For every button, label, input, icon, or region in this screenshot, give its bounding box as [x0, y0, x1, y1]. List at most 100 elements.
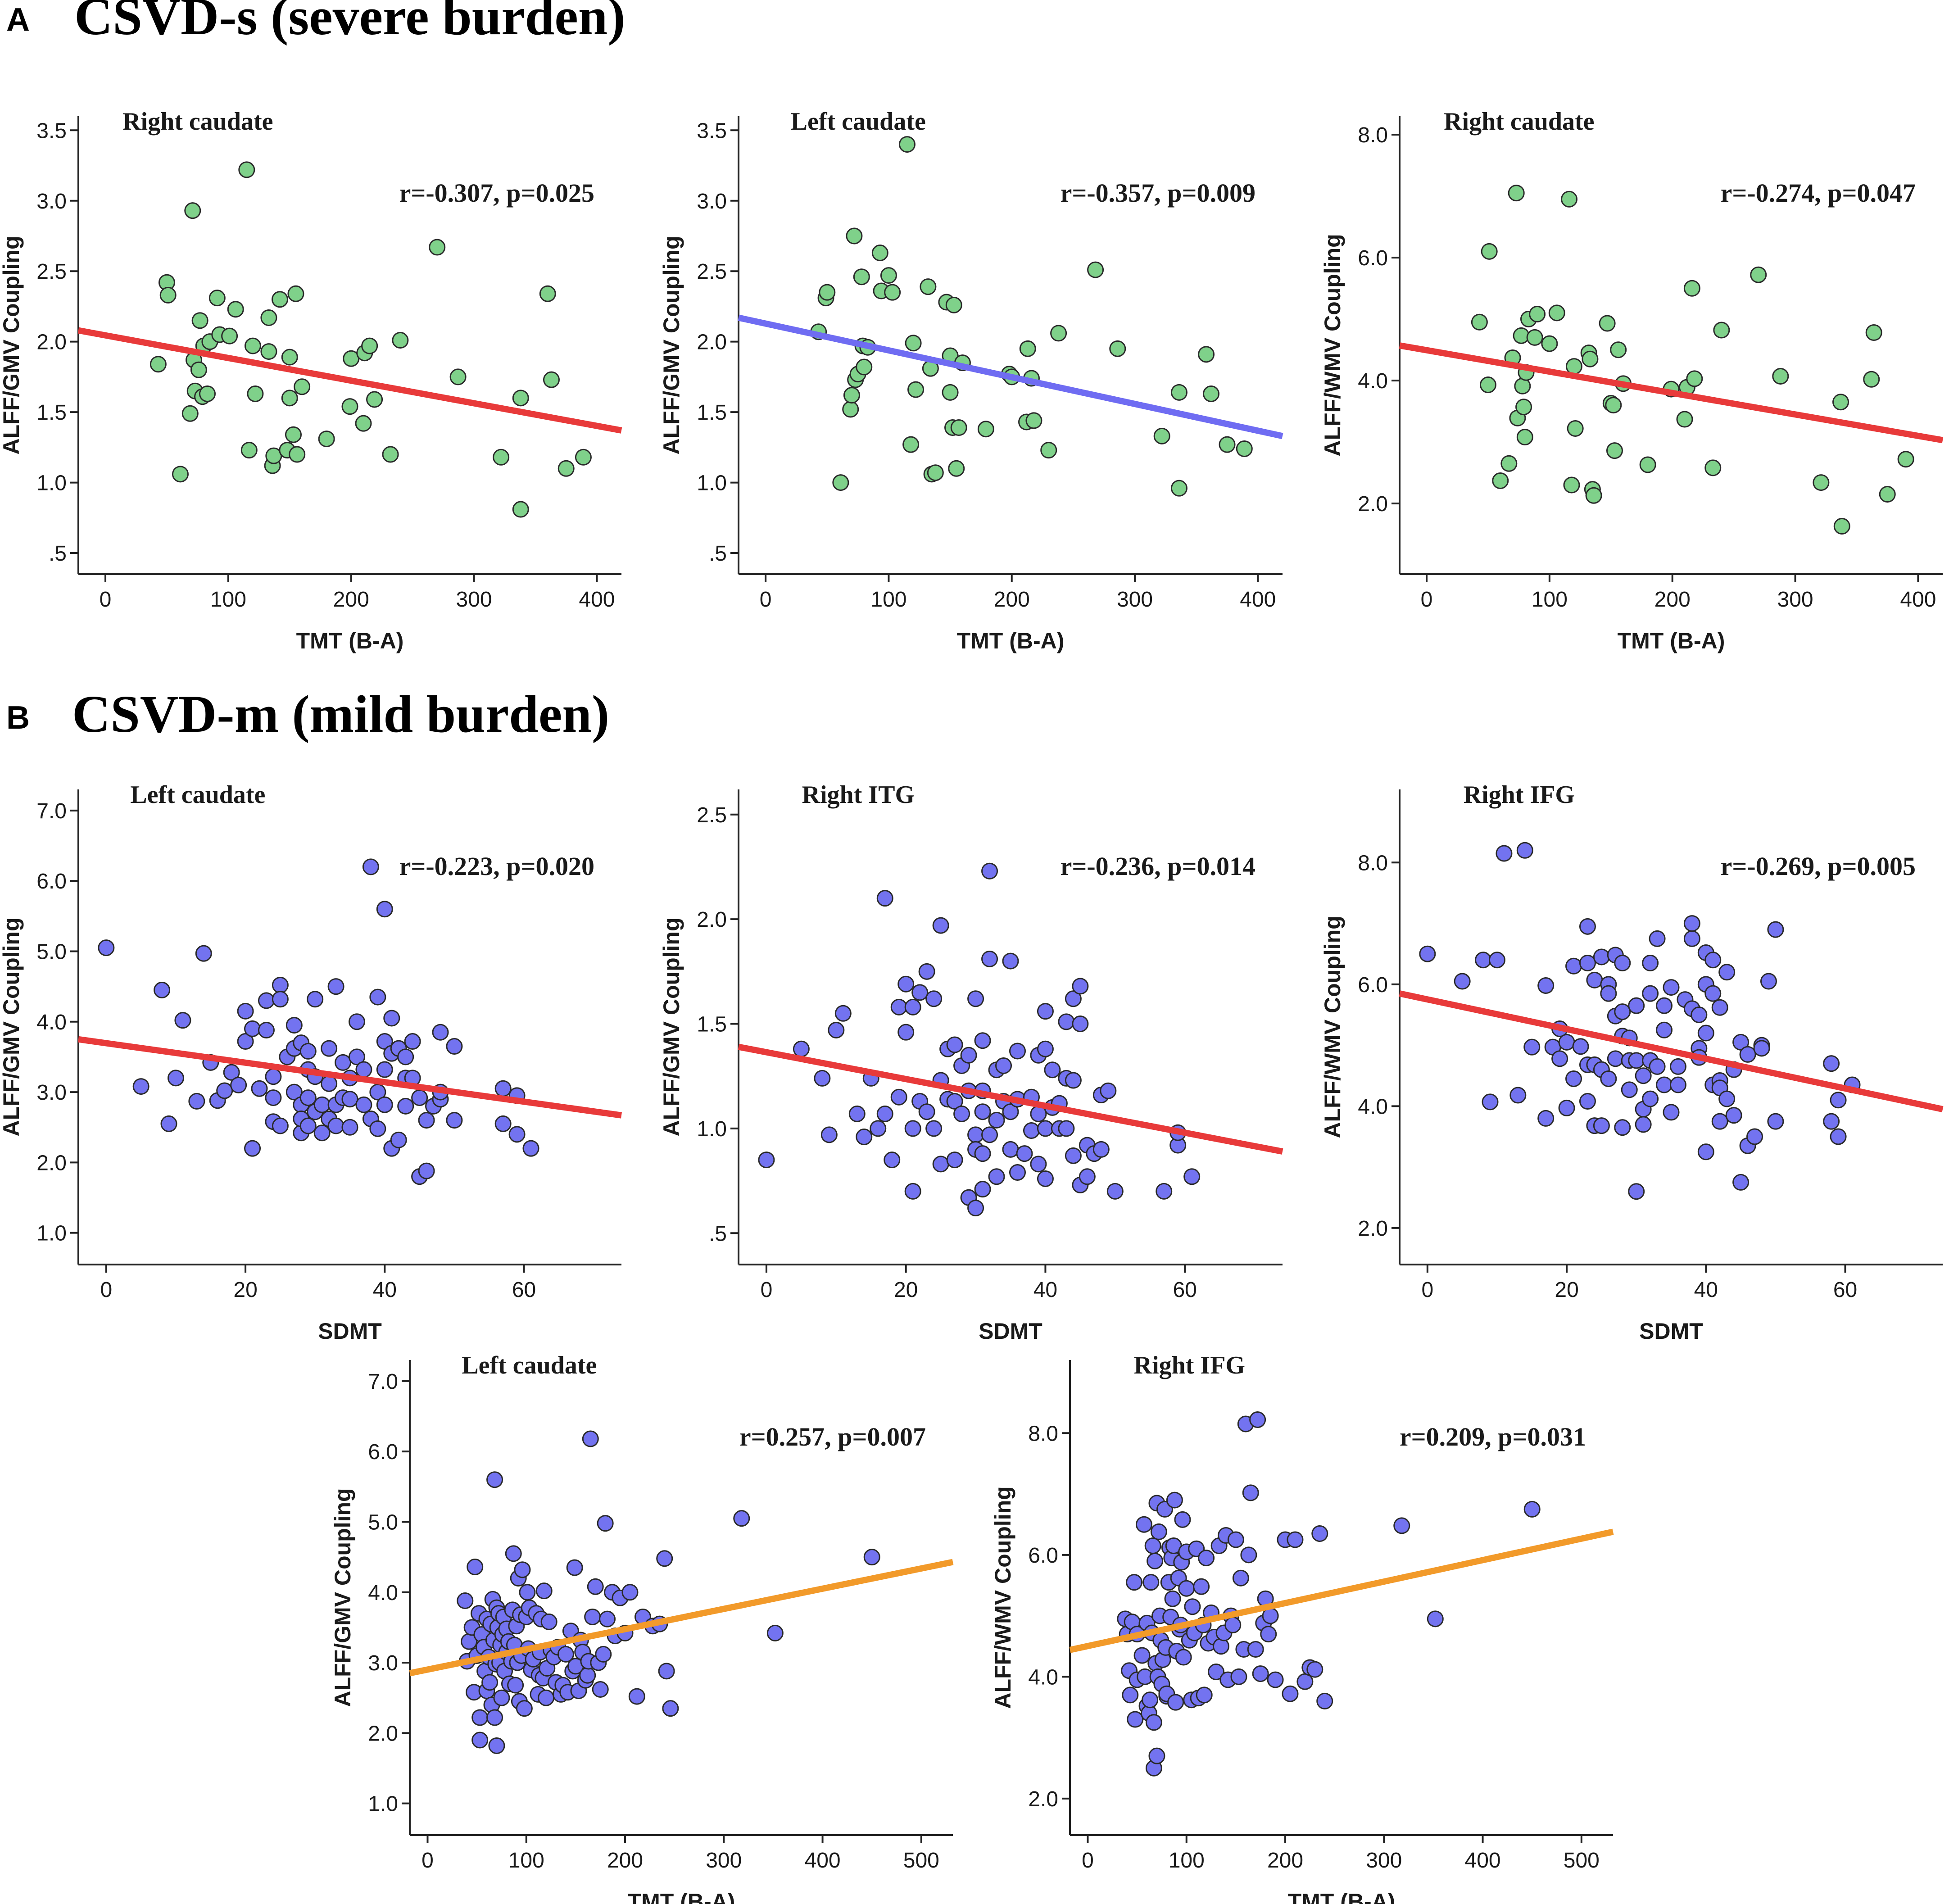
data-point — [299, 1089, 317, 1106]
y-tick-label: 6.0 — [368, 1440, 398, 1464]
data-point — [418, 1162, 435, 1179]
data-point — [1683, 930, 1700, 947]
data-point — [1718, 1090, 1736, 1107]
regression-line — [738, 314, 1283, 440]
data-point — [285, 426, 302, 443]
y-axis-label: ALFF/GMV Coupling — [0, 917, 24, 1136]
data-point — [467, 1559, 484, 1576]
y-axis-label: ALFF/GMV Coupling — [330, 1488, 355, 1707]
chart-title: Right ITG — [802, 781, 915, 809]
x-tick-label: 300 — [706, 1849, 742, 1872]
data-point — [1037, 1120, 1054, 1137]
data-point — [265, 1089, 282, 1106]
data-point — [1614, 1119, 1631, 1136]
y-tick-label: 6.0 — [1358, 246, 1388, 270]
x-tick-label: 400 — [1465, 1849, 1501, 1872]
data-point — [1579, 1093, 1596, 1110]
data-point — [1072, 978, 1089, 995]
data-point — [1567, 420, 1584, 437]
data-point — [327, 978, 344, 995]
data-point — [1126, 1574, 1143, 1591]
data-point — [1649, 930, 1666, 947]
data-point — [1823, 1113, 1840, 1130]
data-point — [1142, 1574, 1160, 1591]
data-point — [1316, 1692, 1333, 1709]
data-point — [238, 161, 255, 178]
data-point — [1683, 280, 1700, 297]
data-point — [890, 1088, 907, 1106]
x-tick-label: 200 — [333, 588, 369, 612]
data-point — [897, 975, 915, 993]
data-point — [376, 1061, 393, 1078]
data-point — [1823, 1055, 1840, 1072]
data-point — [535, 1582, 553, 1600]
data-point — [98, 939, 115, 957]
data-point — [383, 1010, 400, 1027]
data-point — [184, 202, 201, 219]
chart-title: Right caudate — [1444, 108, 1594, 136]
data-point — [1516, 429, 1533, 446]
data-point — [281, 349, 298, 366]
data-point — [505, 1545, 522, 1562]
data-point — [832, 474, 849, 491]
data-point — [1642, 1090, 1659, 1107]
data-point — [814, 1070, 831, 1087]
x-tick-label: 40 — [1033, 1278, 1057, 1302]
data-point — [286, 1083, 303, 1101]
data-point — [1058, 1013, 1075, 1030]
y-tick-label: 2.0 — [697, 331, 727, 354]
y-tick-label: 3.0 — [36, 190, 67, 213]
data-point — [1232, 1569, 1249, 1587]
y-tick-label: 2.0 — [368, 1722, 398, 1745]
data-point — [1663, 1104, 1680, 1121]
regression-line — [1399, 990, 1944, 1112]
correlation-stat: r=-0.307, p=0.025 — [399, 178, 594, 208]
data-point — [1656, 1076, 1673, 1093]
data-point — [429, 239, 446, 256]
data-point — [1582, 350, 1599, 367]
data-point — [1704, 952, 1722, 969]
data-point — [974, 1145, 991, 1162]
data-point — [1002, 1141, 1019, 1158]
data-point — [1196, 1686, 1213, 1704]
data-point — [369, 1083, 386, 1101]
data-point — [449, 368, 467, 385]
data-point — [1516, 842, 1533, 859]
y-tick-label: 2.0 — [1028, 1787, 1058, 1811]
data-point — [870, 1120, 887, 1137]
x-axis-label: TMT (B-A) — [628, 1889, 735, 1904]
data-point — [1058, 1120, 1075, 1137]
data-point — [1593, 1117, 1610, 1134]
data-point — [486, 1471, 503, 1488]
data-point — [404, 1033, 421, 1050]
x-tick-label: 40 — [373, 1278, 397, 1302]
data-point — [1565, 1070, 1582, 1087]
data-point — [1208, 1664, 1225, 1681]
data-point — [575, 449, 592, 466]
data-point — [159, 286, 177, 304]
y-tick-label: 2.5 — [697, 803, 727, 827]
x-tick-label: 200 — [1654, 588, 1691, 612]
data-point — [1558, 1034, 1575, 1051]
x-tick-label: 300 — [1117, 588, 1153, 612]
data-point — [355, 415, 372, 432]
x-tick-label: 20 — [1555, 1278, 1578, 1302]
data-point — [519, 1584, 536, 1601]
data-point — [946, 1036, 963, 1053]
x-tick-label: 500 — [1564, 1849, 1600, 1872]
y-tick-label: 1.5 — [36, 401, 67, 425]
y-tick-label: 4.0 — [1028, 1665, 1058, 1689]
data-point — [1767, 1113, 1784, 1130]
data-point — [154, 981, 171, 998]
correlation-stat: r=-0.223, p=0.020 — [399, 852, 594, 881]
data-point — [1079, 1168, 1096, 1185]
data-point — [981, 862, 998, 879]
data-point — [1002, 1103, 1019, 1120]
data-point — [820, 1126, 838, 1143]
chart-b1: 1.0 2.0 3.0 4.0 5.0 6.0 7.0 0 20 40 60 SDMT ALFF/GMV… — [0, 781, 622, 1344]
y-tick-label: .5 — [709, 542, 727, 566]
data-point — [1282, 1685, 1299, 1702]
data-point — [190, 361, 207, 378]
data-point — [1551, 1050, 1568, 1067]
data-point — [1628, 1183, 1645, 1200]
